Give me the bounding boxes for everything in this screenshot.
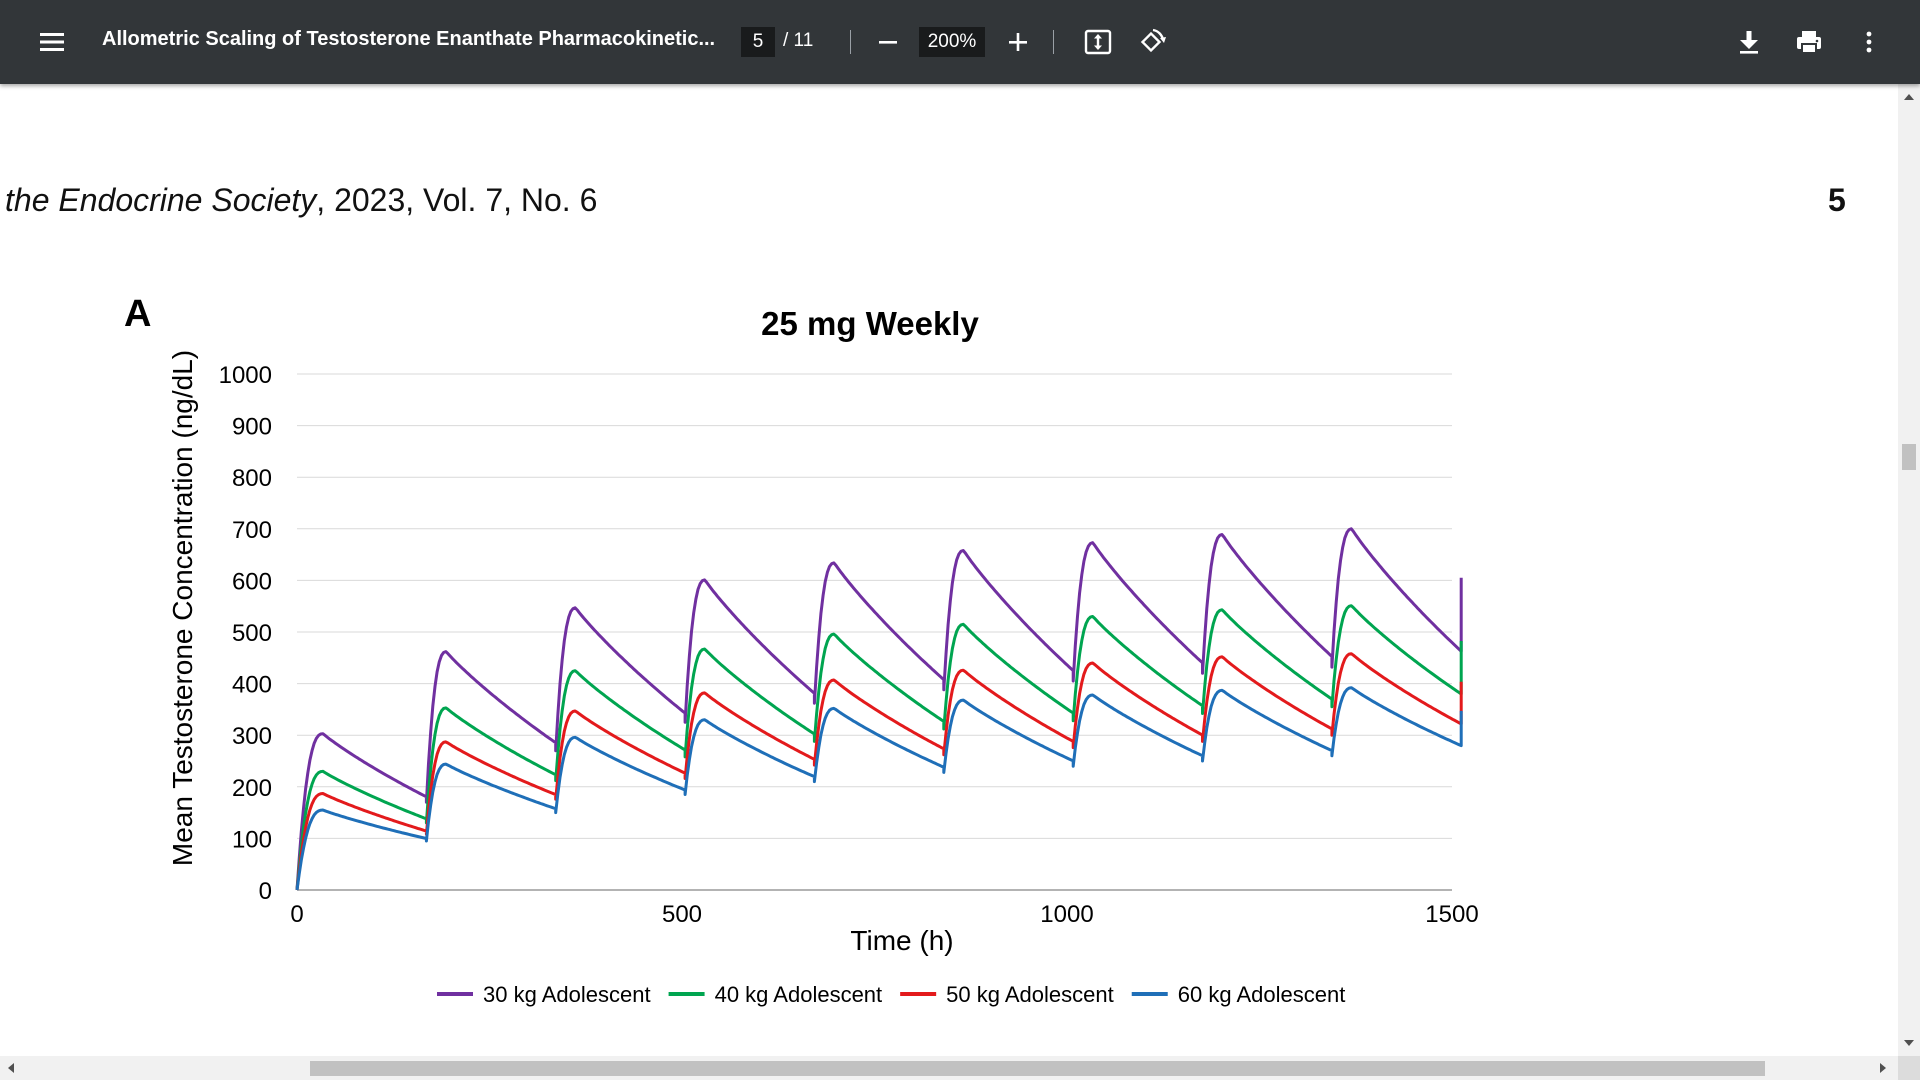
legend-label: 30 kg Adolescent (483, 982, 651, 1007)
y-tick-label: 700 (232, 517, 272, 544)
page-total: / 11 (783, 30, 814, 51)
y-axis-label: Mean Testosterone Concentration (ng/dL) (167, 350, 198, 866)
panel-label: A (124, 293, 151, 335)
running-head: the Endocrine Society, 2023, Vol. 7, No.… (5, 182, 597, 219)
page-number: 5 (1828, 182, 1846, 218)
y-tick-label: 800 (232, 465, 272, 492)
scroll-left-arrow-icon[interactable] (8, 1063, 14, 1073)
y-tick-label: 0 (259, 878, 272, 905)
minus-icon[interactable] (868, 22, 908, 62)
fit-page-icon[interactable] (1078, 22, 1118, 62)
legend: 30 kg Adolescent 40 kg Adolescent 50 kg Ad… (437, 982, 1345, 1007)
horizontal-scroll-thumb[interactable] (310, 1061, 1765, 1076)
series-line-50-kg-adolescent (295, 652, 1463, 891)
legend-label: 60 kg Adolescent (1178, 982, 1346, 1007)
toolbar-divider (850, 30, 851, 54)
y-tick-label: 900 (232, 414, 272, 441)
x-tick-label: 0 (290, 901, 303, 928)
vertical-scrollbar[interactable] (1898, 84, 1920, 1056)
toolbar-divider (1053, 30, 1054, 54)
print-icon[interactable] (1789, 22, 1829, 62)
zoom-level-input[interactable] (919, 27, 985, 57)
figure-chart: A 25 mg Weekly Time (h) Mean Testosteron… (124, 293, 1479, 1007)
scroll-up-arrow-icon[interactable] (1904, 94, 1914, 100)
document-title: Allometric Scaling of Testosterone Enant… (102, 28, 716, 50)
axis-ticks: 0 100 200 300 400 500 600 700 800 900 1000 0 500 1000… (219, 362, 1479, 928)
x-tick-label: 1500 (1425, 901, 1478, 928)
page-number-input[interactable] (741, 27, 775, 57)
y-tick-label: 1000 (219, 362, 272, 389)
y-tick-label: 500 (232, 620, 272, 647)
series-lines (295, 527, 1463, 891)
x-tick-label: 1000 (1040, 901, 1093, 928)
scroll-right-arrow-icon[interactable] (1880, 1063, 1886, 1073)
legend-label: 50 kg Adolescent (946, 982, 1114, 1007)
rotate-icon[interactable] (1131, 22, 1171, 62)
series-line-60-kg-adolescent (295, 686, 1463, 891)
y-tick-label: 200 (232, 775, 272, 802)
menu-icon[interactable] (32, 22, 72, 62)
scroll-down-arrow-icon[interactable] (1904, 1040, 1914, 1046)
pdf-page: the Endocrine Society, 2023, Vol. 7, No.… (0, 84, 1898, 1056)
series-line-40-kg-adolescent (295, 604, 1463, 891)
y-tick-label: 300 (232, 723, 272, 750)
legend-label: 40 kg Adolescent (715, 982, 883, 1007)
pdf-toolbar: Allometric Scaling of Testosterone Enant… (0, 0, 1920, 84)
journal-volume: , 2023, Vol. 7, No. 6 (316, 182, 598, 218)
horizontal-scrollbar[interactable] (0, 1056, 1898, 1080)
vertical-scroll-thumb[interactable] (1902, 444, 1916, 470)
series-line-30-kg-adolescent (295, 527, 1463, 891)
x-tick-label: 500 (662, 901, 702, 928)
plus-icon[interactable] (998, 22, 1038, 62)
x-axis-label: Time (h) (850, 925, 953, 956)
chart-title: 25 mg Weekly (761, 305, 979, 342)
y-tick-label: 100 (232, 826, 272, 853)
gridlines (297, 373, 1452, 891)
more-vert-icon[interactable] (1849, 22, 1889, 62)
y-tick-label: 600 (232, 568, 272, 595)
y-tick-label: 400 (232, 672, 272, 699)
journal-name: the Endocrine Society (5, 182, 317, 218)
scrollbar-corner (1898, 1056, 1920, 1080)
download-icon[interactable] (1729, 22, 1769, 62)
